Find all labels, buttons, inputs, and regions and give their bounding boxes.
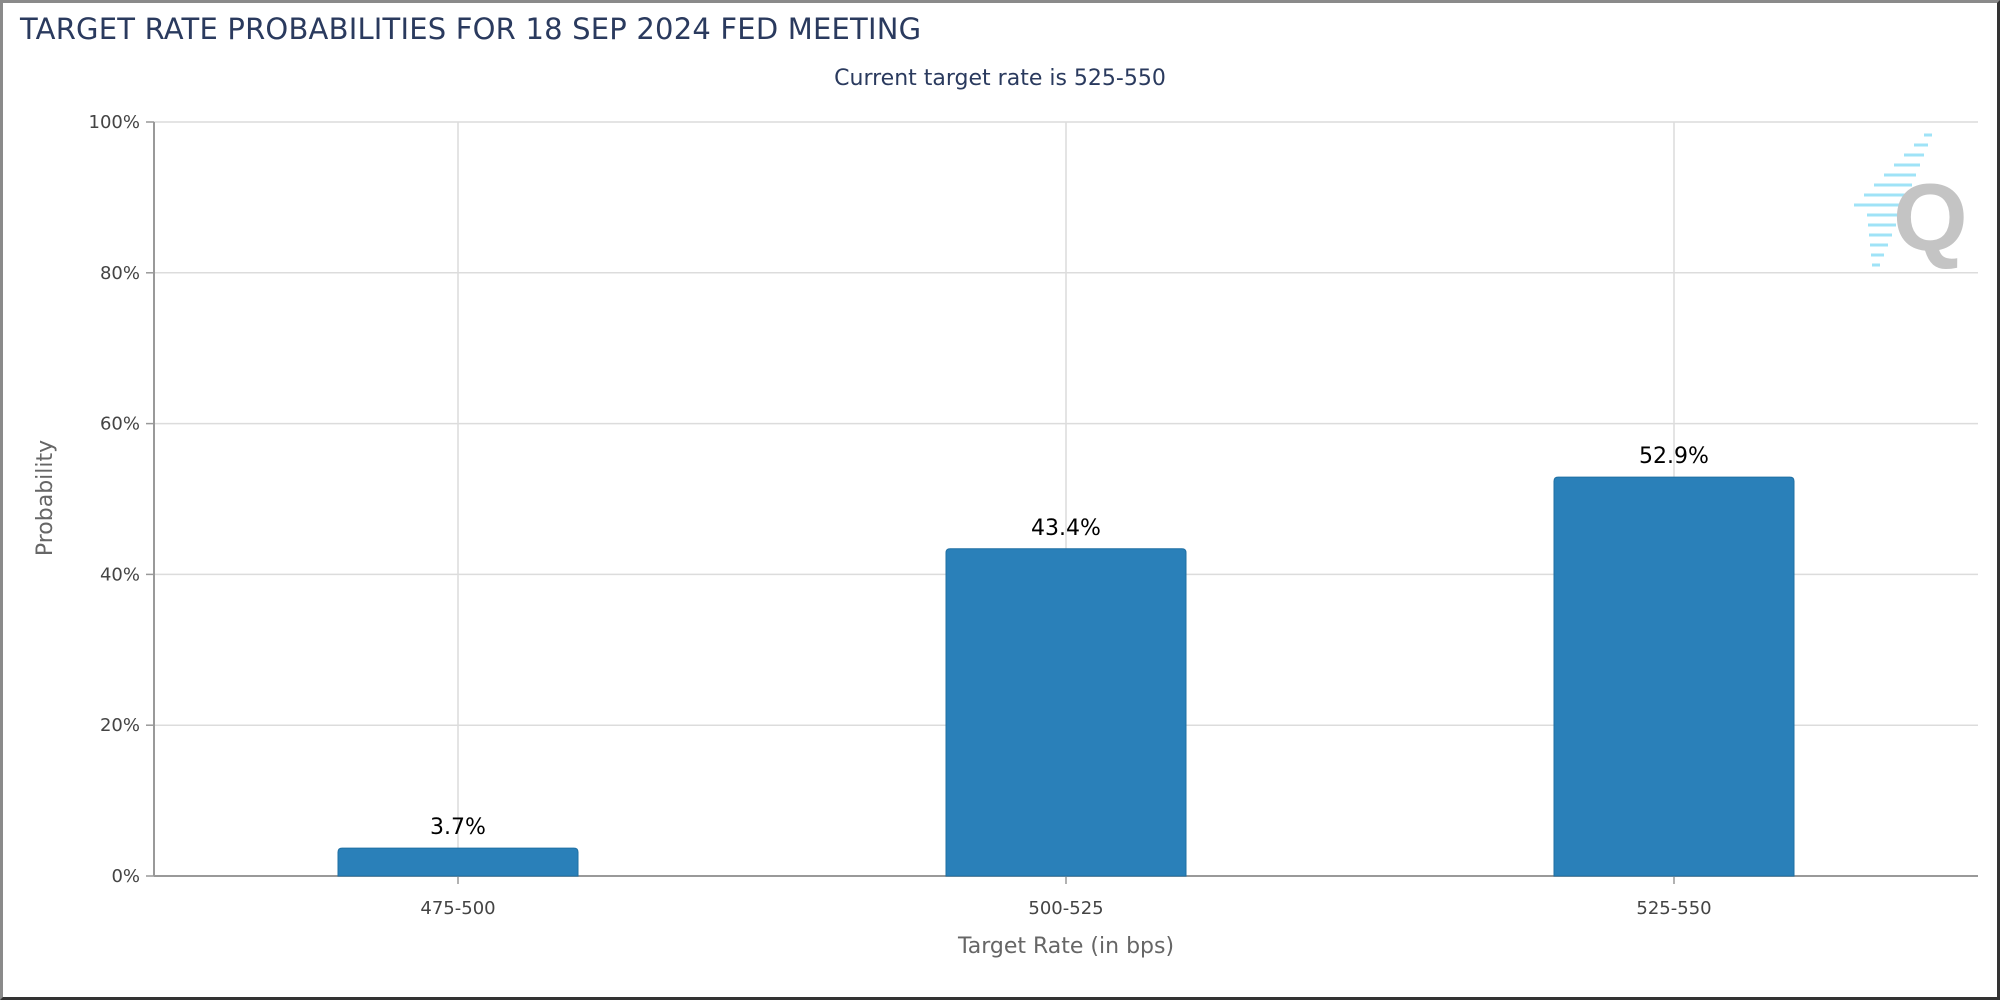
x-tick-label: 500-525	[1028, 898, 1103, 919]
x-axis-title: Target Rate (in bps)	[957, 934, 1174, 959]
bar-475-500	[337, 847, 579, 877]
x-tick-label: 525-550	[1636, 898, 1711, 919]
y-tick-label: 60%	[100, 414, 140, 435]
data-label: 43.4%	[1031, 516, 1101, 541]
quikstrike-logo: Q	[1854, 133, 1968, 271]
y-tick-label: 100%	[89, 112, 140, 133]
y-tick-label: 40%	[100, 564, 140, 585]
svg-text:Q: Q	[1893, 164, 1968, 271]
y-tick-label: 20%	[100, 715, 140, 736]
bar-500-525	[945, 548, 1187, 877]
data-label: 3.7%	[430, 815, 486, 840]
chart-subtitle: Current target rate is 525-550	[834, 66, 1166, 91]
y-axis-title: Probability	[33, 440, 58, 556]
chart-title: TARGET RATE PROBABILITIES FOR 18 SEP 202…	[20, 12, 922, 46]
x-tick-label: 475-500	[420, 898, 495, 919]
data-label: 52.9%	[1639, 444, 1709, 469]
y-tick-label: 0%	[111, 866, 140, 887]
y-tick-label: 80%	[100, 263, 140, 284]
bar-525-550	[1553, 476, 1795, 877]
